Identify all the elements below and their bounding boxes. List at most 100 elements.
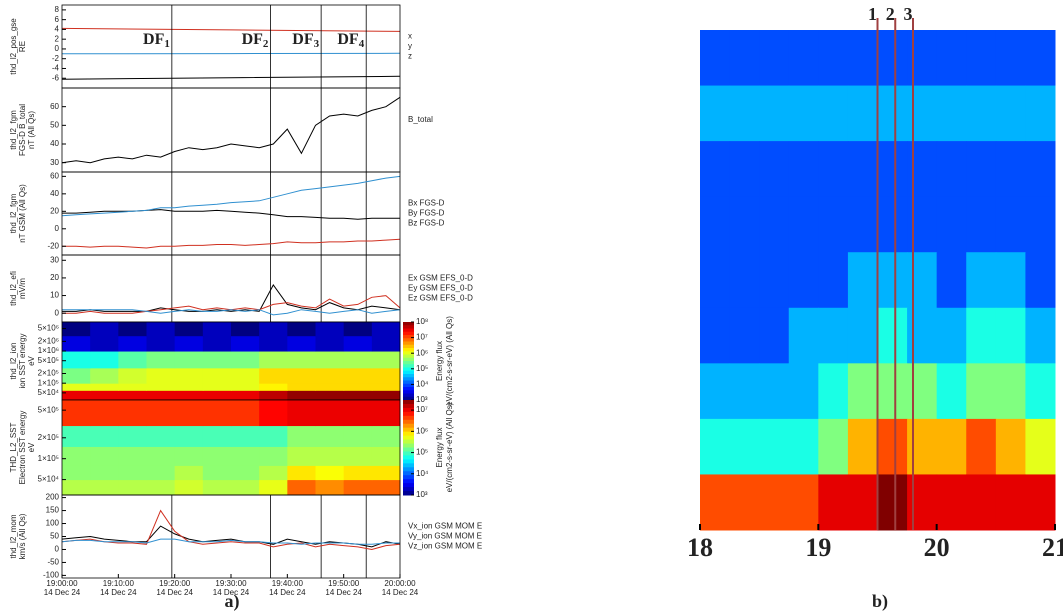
heatmap-cell	[700, 363, 731, 420]
colorbar-swatch	[403, 331, 414, 336]
heatmap-cell	[1025, 196, 1056, 253]
heatmap-cell	[343, 400, 373, 427]
heatmap-cell	[907, 252, 938, 309]
heatmap-cell	[759, 363, 790, 420]
heatmap-cell	[118, 400, 147, 427]
heatmap-cell	[118, 383, 147, 391]
y-tick-label: 60	[50, 102, 59, 111]
heatmap-cell	[966, 363, 997, 420]
x-tick-date: 14 Dec 24	[100, 588, 137, 597]
event-label-sub: 1	[164, 38, 170, 50]
heatmap-cell	[907, 141, 938, 198]
heatmap-cell	[287, 390, 316, 401]
legend-entry: Ez GSM EFS_0-D	[408, 294, 473, 303]
y-axis-label: THD_L2_SST	[9, 422, 18, 472]
heatmap-cell	[231, 425, 260, 447]
heatmap-cell	[995, 141, 1026, 198]
heatmap-cell	[818, 363, 849, 420]
heatmap-cell	[202, 390, 232, 401]
heatmap-cell	[259, 400, 288, 427]
y-tick-label: 0	[55, 545, 60, 554]
y-axis-label: RE	[18, 41, 27, 52]
heatmap-cell	[146, 465, 176, 481]
colorbar-tick-label: 10⁷	[416, 333, 428, 342]
heatmap-cell	[287, 322, 316, 337]
heatmap-cell	[1025, 307, 1056, 364]
legend-entry: Vy_ion GSM MOM E	[408, 532, 482, 541]
y-tick-label: -50	[47, 558, 59, 567]
colorbar-swatch	[403, 341, 414, 346]
x-tick-label: 19:00:00	[46, 579, 78, 588]
heatmap-cell	[62, 479, 91, 496]
heatmap-cell	[202, 367, 232, 384]
heatmap-cell	[259, 425, 288, 447]
y-tick-label: 2×10⁵	[38, 433, 59, 442]
heatmap-cell	[315, 322, 345, 337]
y-axis-label: km/s (All Qs)	[18, 513, 27, 559]
colorbar-swatch	[403, 351, 414, 355]
heatmap-cell	[174, 425, 204, 447]
event-label-sub: 2	[263, 38, 269, 50]
colorbar-tick-label: 10⁸	[416, 317, 428, 326]
heatmap-cell	[371, 400, 401, 427]
x-tick-label: 18	[687, 533, 713, 562]
x-tick-date: 14 Dec 24	[382, 588, 419, 597]
x-tick-label: 20	[924, 533, 950, 562]
heatmap-cell	[146, 322, 176, 337]
heatmap-cell	[287, 367, 316, 384]
x-tick-label: 19:10:00	[103, 579, 135, 588]
colorbar-swatch	[403, 374, 414, 378]
heatmap-cell	[1025, 474, 1056, 531]
x-tick-date: 14 Dec 24	[269, 588, 306, 597]
heatmap-cell	[847, 30, 878, 87]
heatmap-cell	[118, 390, 147, 401]
heatmap-cell	[700, 196, 731, 253]
event-label: 1	[868, 4, 877, 24]
heatmap-cell	[118, 479, 147, 496]
heatmap-cell	[966, 252, 997, 309]
legend-entry: Ey GSM EFS_0-D	[408, 284, 473, 293]
heatmap-cell	[818, 252, 849, 309]
heatmap-cell	[818, 418, 849, 475]
heatmap-cell	[343, 335, 373, 352]
heatmap-cell	[877, 363, 908, 420]
y-axis-label: thd_l2_pos_gse	[9, 18, 18, 75]
heatmap-cell	[877, 418, 908, 475]
x-tick-date: 14 Dec 24	[44, 588, 81, 597]
heatmap-cell	[966, 474, 997, 531]
heatmap-cell	[62, 383, 91, 391]
heatmap-cell	[966, 307, 997, 364]
heatmap-cell	[315, 465, 345, 481]
colorbar-swatch	[403, 396, 414, 401]
heatmap-cell	[146, 446, 176, 466]
y-tick-label: 20	[50, 206, 59, 215]
heatmap-cell	[818, 30, 849, 87]
heatmap-cell	[343, 465, 373, 481]
legend-entry: Vx_ion GSM MOM E	[408, 522, 482, 531]
series-line	[61, 509, 401, 551]
y-axis-label: eV	[27, 442, 36, 452]
series-line	[62, 284, 401, 312]
heatmap-cell	[62, 335, 91, 352]
heatmap-cell	[343, 367, 373, 384]
y-tick-label: 6	[55, 15, 60, 24]
heatmap-cell	[788, 30, 819, 87]
heatmap-cell	[287, 335, 316, 352]
heatmap-cell	[729, 30, 760, 87]
heatmap-cell	[231, 367, 260, 384]
heatmap-cell	[371, 465, 401, 481]
heatmap-cell	[259, 479, 288, 496]
heatmap-cell	[118, 446, 147, 466]
event-label: DF2	[242, 31, 269, 50]
heatmap-cell	[174, 351, 204, 369]
series-line	[61, 75, 401, 80]
heatmap-cell	[118, 335, 147, 352]
heatmap-cell	[231, 400, 260, 427]
colorbar-swatch	[403, 325, 414, 329]
heatmap-cell	[1025, 141, 1056, 198]
heatmap-cell	[877, 474, 908, 531]
x-tick-date: 14 Dec 24	[213, 588, 250, 597]
event-label-sub: 4	[359, 38, 365, 50]
colorbar-swatch	[403, 487, 414, 492]
heatmap-cell	[759, 85, 790, 142]
